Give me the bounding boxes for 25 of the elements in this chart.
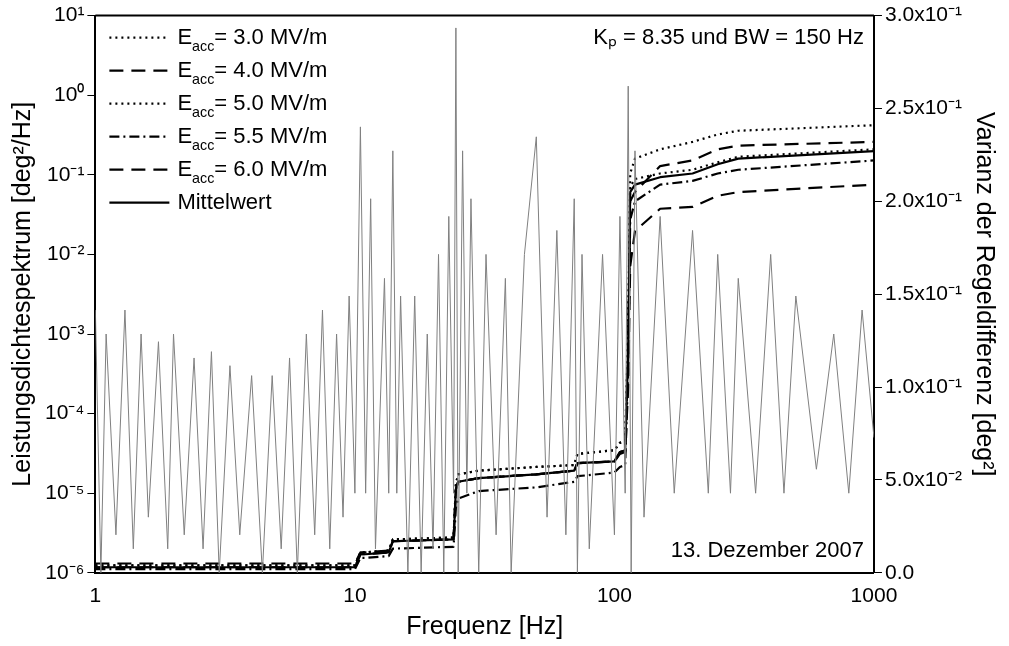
y2-tick-label: 5.0x10⁻² <box>884 466 963 490</box>
y-tick-label: 10⁻² <box>47 241 85 265</box>
y-tick-label: 10¹ <box>54 2 85 26</box>
y-tick-label: 10⁻⁴ <box>44 400 85 424</box>
y2-axis-title: Varianz der Regeldifferenz [deg²] <box>972 111 1001 477</box>
x-tick-label: 1000 <box>850 583 898 607</box>
y-tick-label: 10⁰ <box>54 82 85 105</box>
y2-tick-label: 2.0x10⁻¹ <box>884 188 963 212</box>
y-tick-label: 10⁻⁶ <box>45 559 85 583</box>
x-tick-label: 1 <box>89 583 102 607</box>
y-axis-title: Leistungsdichtespektrum [deg²/Hz] <box>6 101 35 487</box>
y2-tick-label: 0.0 <box>884 559 915 583</box>
x-tick-label: 10 <box>343 583 367 607</box>
y2-tick-label: 1.5x10⁻¹ <box>884 281 963 304</box>
annotation: Kₚ = 8.35 und BW = 150 Hz <box>593 23 864 50</box>
annotation: 13. Dezember 2007 <box>670 536 864 562</box>
y2-tick-label: 1.0x10⁻¹ <box>884 373 963 397</box>
y-tick-label: 10⁻³ <box>47 320 85 344</box>
y2-tick-label: 2.5x10⁻¹ <box>884 95 963 119</box>
x-axis-title: Frequenz [Hz] <box>406 610 564 639</box>
legend-label: Mittelwert <box>177 188 272 214</box>
y-tick-label: 10⁻¹ <box>47 161 85 185</box>
y-tick-label: 10⁻⁵ <box>45 480 85 503</box>
y2-tick-label: 3.0x10⁻¹ <box>884 2 963 26</box>
x-tick-label: 100 <box>596 583 632 607</box>
